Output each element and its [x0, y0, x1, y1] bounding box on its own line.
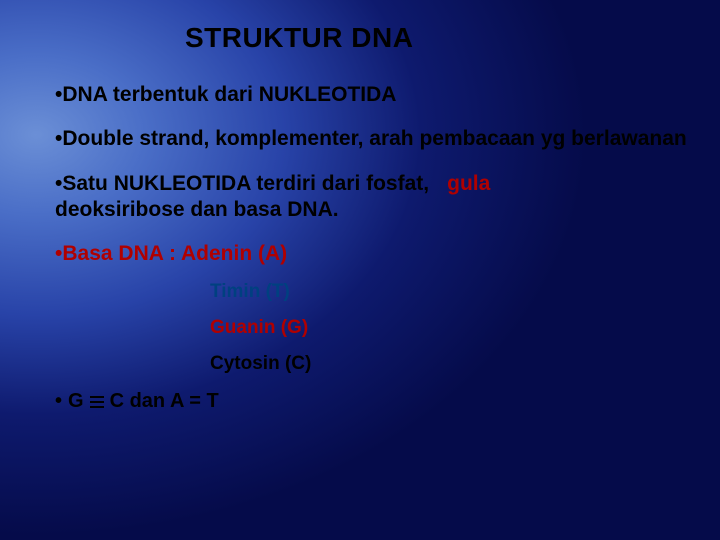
slide: STRUKTUR DNA •DNA terbentuk dari NUKLEOT… — [0, 0, 720, 540]
sub-guanin: Guanin (G) — [210, 317, 690, 339]
bullet-2-text: Double strand, komplementer, arah pembac… — [62, 127, 686, 150]
slide-title: STRUKTUR DNA — [185, 22, 690, 54]
bullet-1: •DNA terbentuk dari NUKLEOTIDA — [55, 82, 690, 108]
bullet-3-main: Satu NUKLEOTIDA terdiri dari fosfat, — [62, 172, 429, 195]
bullet-4-text: Basa DNA : Adenin (A) — [62, 242, 287, 265]
triple-bond-icon — [90, 395, 104, 409]
pairing-left: G — [68, 389, 84, 414]
bullet-3-accent: gula — [447, 172, 490, 195]
bullet-3-after: deoksiribose dan basa DNA. — [55, 198, 339, 221]
bullet-2: •Double strand, komplementer, arah pemba… — [55, 126, 690, 152]
bullet-dot: • — [55, 389, 62, 414]
bullet-1-text: DNA terbentuk dari NUKLEOTIDA — [62, 83, 396, 106]
pairing-mid: C dan A = T — [110, 389, 219, 414]
bullet-pairing: •G C dan A = T — [55, 389, 690, 414]
sub-timin: Timin (T) — [210, 281, 690, 303]
sub-cytosin: Cytosin (C) — [210, 353, 690, 375]
bullet-3: •Satu NUKLEOTIDA terdiri dari fosfat,gul… — [55, 171, 690, 224]
bullet-4: •Basa DNA : Adenin (A) — [55, 241, 690, 267]
